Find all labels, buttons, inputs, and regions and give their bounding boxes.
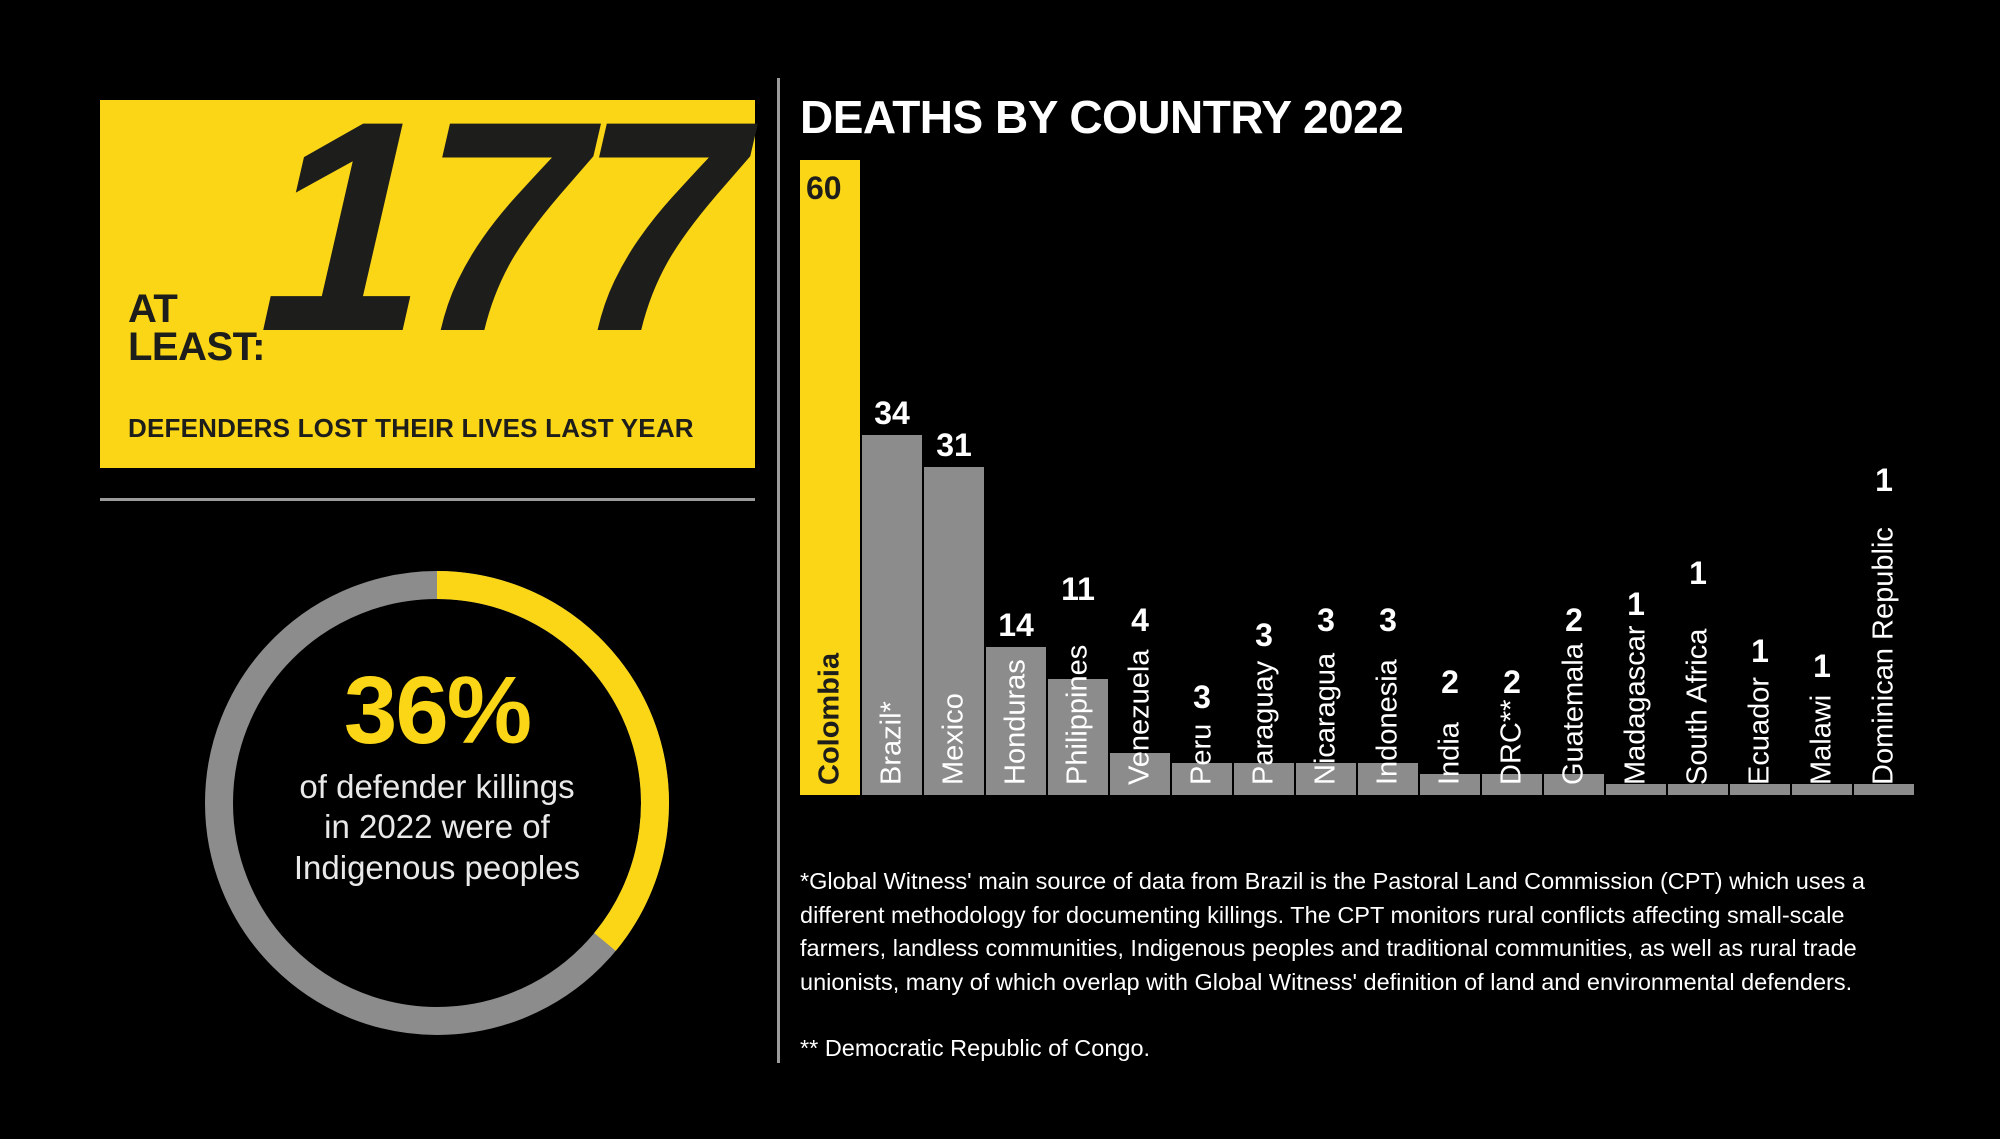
bar-value-label: 14 (998, 607, 1034, 643)
bar-column: Paraguay 3 (1234, 155, 1294, 795)
bar-column: Philippines 11 (1048, 155, 1108, 795)
bar-value-label: 60 (806, 170, 842, 206)
bar (1854, 784, 1914, 795)
right-column: DEATHS BY COUNTRY 2022 Colombia 60 Brazil*… (800, 0, 2000, 1139)
donut-chart: 36% of defender killings in 2022 were of… (177, 543, 697, 1063)
at-least-line-2: LEAST: (128, 325, 266, 369)
bar-country-label: Dominican Republic (1854, 527, 1914, 785)
bar-value-label: 1 (1689, 555, 1707, 591)
bar-value-label: 3 (1317, 601, 1335, 638)
left-column: 177 AT LEAST: DEFENDERS LOST THEIR LIVES… (0, 0, 775, 1139)
column-divider-rule (777, 78, 780, 1063)
bar-country-label: Madagascar (1606, 625, 1666, 785)
bar-value-label: 1 (1751, 632, 1769, 669)
bar-country-label: Malawi (1792, 695, 1852, 785)
bar-value-label: 34 (874, 395, 910, 431)
bar-value-label: 3 (1255, 617, 1273, 653)
bar-country-label-text: Madagascar (1619, 625, 1652, 785)
headline-stat-card: 177 AT LEAST: DEFENDERS LOST THEIR LIVES… (100, 58, 755, 468)
donut-caption: of defender killings in 2022 were of Ind… (237, 767, 637, 888)
bar-value-label: 2 (1503, 663, 1521, 700)
bar (1358, 763, 1418, 795)
bar (924, 467, 984, 795)
bar-column: Guatemala 2 (1544, 155, 1604, 795)
chart-title: DEATHS BY COUNTRY 2022 (800, 91, 1404, 143)
donut-caption-line-1: of defender killings (299, 768, 575, 805)
bar (1482, 774, 1542, 795)
bar-value-label: 1 (1813, 648, 1831, 684)
bar-value-label: 4 (1131, 601, 1149, 638)
bar (986, 647, 1046, 795)
donut-value-segment (436, 571, 669, 951)
donut-chart-svg (205, 571, 669, 1035)
bar (1544, 774, 1604, 795)
bar-column: Ecuador 1 (1730, 155, 1790, 795)
bar (1792, 784, 1852, 795)
bar (1606, 784, 1666, 795)
footnotes: *Global Witness' main source of data fro… (800, 865, 1915, 1066)
bar-country-label: Ecuador (1730, 677, 1790, 785)
footnote-brazil: *Global Witness' main source of data fro… (800, 868, 1866, 995)
headline-subtitle: DEFENDERS LOST THEIR LIVES LAST YEAR (128, 413, 694, 443)
bar-column: Brazil* 34 (862, 155, 922, 795)
bar (1730, 784, 1790, 795)
bar-column: DRC** 2 (1482, 155, 1542, 795)
bar-value-label: 2 (1565, 601, 1583, 638)
bar-column: Colombia 60 (800, 155, 860, 795)
bar-country-label-text: Ecuador (1743, 676, 1776, 785)
bar-value-label: 3 (1379, 601, 1397, 638)
bar-column: Indonesia 3 (1358, 155, 1418, 795)
bar-column: India 2 (1420, 155, 1480, 795)
bar-column: Mexico 31 (924, 155, 984, 795)
donut-caption-line-2: in 2022 were of (324, 808, 550, 846)
at-least-line-1: AT (128, 287, 178, 331)
bar-value-label: 1 (1627, 586, 1645, 622)
donut-percent: 36% (343, 657, 532, 764)
bar (1420, 774, 1480, 795)
bar (1296, 763, 1356, 795)
bar (1172, 763, 1232, 795)
bar-column: Peru 3 (1172, 155, 1232, 795)
bar (800, 160, 860, 795)
bar (1234, 763, 1294, 795)
bar (1048, 679, 1108, 795)
bar-column: Nicaragua 3 (1296, 155, 1356, 795)
bar-country-label-text: DRC** (1495, 699, 1528, 785)
bar-column: South Africa 1 (1668, 155, 1728, 795)
bar-value-label: 11 (1061, 570, 1095, 607)
bar-value-label: 1 (1875, 462, 1893, 498)
bar-column: Malawi 1 (1792, 155, 1852, 795)
left-column-divider (100, 498, 755, 501)
bar-country-label: South Africa (1668, 629, 1728, 785)
headline-at-least-label: AT LEAST: (128, 287, 266, 369)
bar-value-label: 2 (1441, 663, 1459, 700)
bar-column: Honduras 14 (986, 155, 1046, 795)
donut-caption-line-3: Indigenous peoples (293, 848, 581, 886)
bar-value-label: 31 (936, 427, 972, 463)
bar (862, 435, 922, 795)
bar-column: Madagascar 1 (1606, 155, 1666, 795)
bar (1668, 784, 1728, 795)
headline-number: 177 (256, 58, 739, 394)
bar-column: Dominican Republic 1 (1854, 155, 1914, 795)
donut-center-label: 36% of defender killings in 2022 were of… (237, 663, 637, 888)
bar-value-label: 3 (1193, 679, 1211, 715)
bar-country-label-text: Dominican Republic (1867, 527, 1900, 785)
bar (1110, 753, 1170, 795)
footnote-drc: ** Democratic Republic of Congo. (800, 1035, 1151, 1062)
bar-column: Venezuela 4 (1110, 155, 1170, 795)
bar-country-label-text: Malawi (1805, 694, 1838, 785)
bar-country-label-text: South Africa (1681, 628, 1714, 785)
bar-chart: Colombia 60 Brazil* 34 Mexico 31 Honduras 14 Phi… (800, 155, 1914, 795)
bar-country-label-text: Guatemala (1557, 643, 1590, 785)
